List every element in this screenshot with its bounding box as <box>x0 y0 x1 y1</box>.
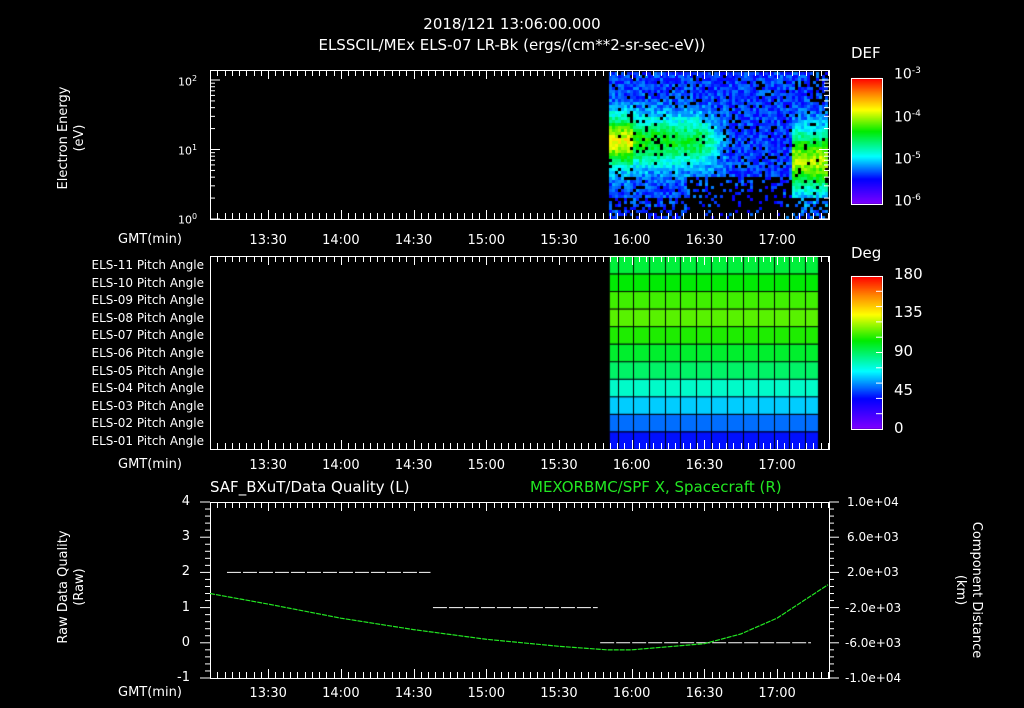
def-tick-1e-4: 10-4 <box>894 109 921 126</box>
time-tick-label: 16:30 <box>685 458 724 473</box>
time-tick-label: 14:30 <box>394 686 433 701</box>
quality-tick-label: 0 <box>181 634 190 650</box>
time-tick-label: 15:30 <box>540 686 578 701</box>
def-tick-1e-6: 10-6 <box>894 193 921 210</box>
time-tick-label: 14:00 <box>322 686 360 701</box>
energy-axis-label: Electron Energy (eV) <box>56 86 87 190</box>
pitch-angle-row-label: ELS-10 Pitch Angle <box>91 275 204 290</box>
distance-tick-label: 6.0e+03 <box>847 530 899 545</box>
spacecraft-x-title: MEXORBMC/SPF X, Spacecraft (R) <box>530 478 782 496</box>
deg-tick-90: 90 <box>894 342 914 360</box>
pitch-angle-row-label: ELS-05 Pitch Angle <box>91 363 204 378</box>
time-tick-label: 14:30 <box>394 458 433 473</box>
deg-tick-0: 0 <box>894 419 904 437</box>
time-axis-label-2: GMT(min) <box>118 457 182 472</box>
time-tick-label: 14:00 <box>322 458 360 473</box>
pitch-angle-row-label: ELS-04 Pitch Angle <box>91 381 204 396</box>
energy-tick-1e1: 101 <box>178 143 198 158</box>
time-tick-label: 16:30 <box>685 686 724 701</box>
deg-tick-180: 180 <box>894 265 923 283</box>
pitch-angle-row-label: ELS-03 Pitch Angle <box>91 398 204 413</box>
pitch-angle-row-label: ELS-11 Pitch Angle <box>91 258 204 272</box>
distance-tick-label: 1.0e+04 <box>847 495 899 509</box>
pitch-angle-row-label: ELS-08 Pitch Angle <box>91 310 204 325</box>
time-tick-label: 17:00 <box>758 458 796 473</box>
data-quality-axis-label: Raw Data Quality (Raw) <box>56 530 87 644</box>
time-tick-label: 15:00 <box>467 686 505 701</box>
deg-tick-45: 45 <box>894 381 914 399</box>
def-tick-1e-3: 10-3 <box>894 66 921 83</box>
time-tick-label: 16:00 <box>612 233 651 248</box>
time-tick-label: 14:00 <box>322 233 360 248</box>
deg-tick-135: 135 <box>894 303 923 321</box>
data-quality-title: SAF_BXuT/Data Quality (L) <box>210 478 410 496</box>
distance-tick-label: -1.0e+04 <box>845 671 902 685</box>
deg-colorbar-title: Deg <box>851 244 882 262</box>
time-tick-label: 13:30 <box>249 458 287 473</box>
time-tick-label: 17:00 <box>758 686 796 701</box>
time-tick-label: 13:30 <box>249 233 287 248</box>
time-tick-label: 14:30 <box>394 233 433 248</box>
time-tick-label: 16:30 <box>685 233 724 248</box>
pitch-angle-row-label: ELS-07 Pitch Angle <box>91 328 204 343</box>
time-axis-label-1: GMT(min) <box>118 232 182 247</box>
energy-tick-1e0: 100 <box>178 212 198 227</box>
time-tick-label: 16:00 <box>612 458 651 473</box>
quality-tick-label: 1 <box>181 599 190 615</box>
distance-tick-label: -6.0e+03 <box>845 635 902 650</box>
time-axis-label-3: GMT(min) <box>118 685 182 700</box>
pitch-angle-row-label: ELS-02 Pitch Angle <box>91 416 204 431</box>
component-distance-axis-label: Component Distance (km) <box>953 521 984 659</box>
time-tick-label: 17:00 <box>758 233 796 248</box>
quality-tick-label: 4 <box>181 494 190 509</box>
quality-tick-label: 2 <box>181 564 190 580</box>
time-tick-label: 15:30 <box>540 458 578 473</box>
pitch-angle-row-label: ELS-01 Pitch Angle <box>91 434 204 448</box>
def-tick-1e-5: 10-5 <box>894 151 921 168</box>
quality-tick-label: -1 <box>177 670 190 685</box>
time-tick-label: 15:30 <box>540 233 578 248</box>
distance-tick-label: 2.0e+03 <box>847 565 899 580</box>
time-tick-label: 16:00 <box>612 686 651 701</box>
pitch-angle-row-label: ELS-09 Pitch Angle <box>91 293 204 308</box>
time-tick-label: 15:00 <box>467 458 505 473</box>
time-tick-label: 13:30 <box>249 686 287 701</box>
quality-tick-label: 3 <box>181 529 190 545</box>
pitch-angle-row-label: ELS-06 Pitch Angle <box>91 346 204 360</box>
energy-tick-1e2: 102 <box>178 74 198 89</box>
distance-tick-label: -2.0e+03 <box>845 600 902 615</box>
def-colorbar-title: DEF <box>851 44 881 62</box>
time-tick-label: 15:00 <box>467 233 505 248</box>
